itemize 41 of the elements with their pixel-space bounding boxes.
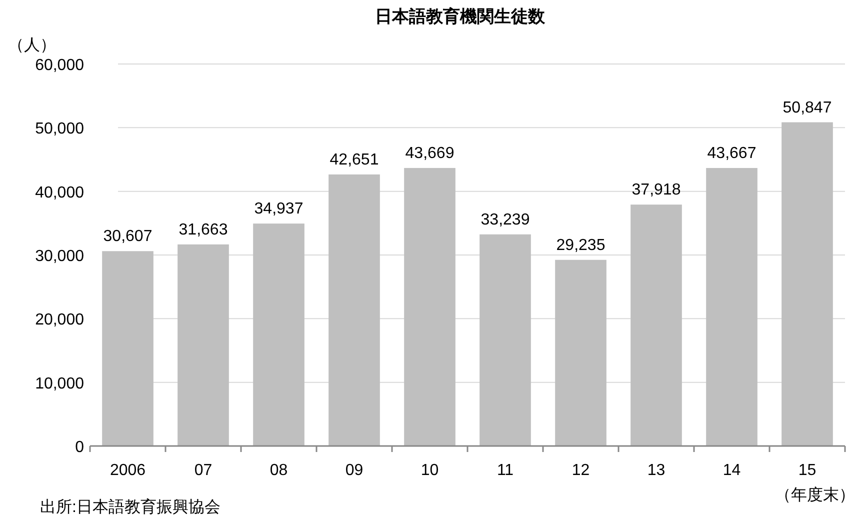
x-tick-label: 13 (647, 462, 666, 479)
bar (253, 224, 304, 446)
data-label: 37,918 (632, 182, 681, 199)
data-label: 43,667 (707, 144, 756, 162)
x-tick-label: 10 (420, 462, 439, 479)
data-label: 43,669 (405, 144, 454, 162)
y-tick-label: 60,000 (35, 57, 84, 74)
bar (782, 122, 833, 446)
bar (178, 244, 229, 446)
data-label: 34,937 (254, 200, 304, 218)
x-tick-label: 15 (798, 462, 816, 479)
bar (480, 234, 531, 446)
bar (630, 204, 682, 446)
bar (102, 251, 154, 446)
y-axis-title: （人） (8, 37, 56, 54)
x-tick-label: 09 (345, 462, 364, 479)
y-tick-label: 30,000 (35, 248, 84, 265)
bar (706, 168, 758, 446)
y-tick-label: 0 (75, 439, 84, 456)
data-label: 50,847 (782, 99, 832, 116)
bar (328, 174, 380, 446)
y-tick-label: 50,000 (35, 120, 84, 138)
x-tick-label: 07 (194, 462, 212, 479)
bar (555, 260, 606, 446)
data-label: 30,607 (103, 228, 152, 246)
data-label: 29,235 (556, 236, 606, 254)
data-label: 33,239 (480, 211, 530, 228)
data-label: 31,663 (178, 221, 228, 238)
x-tick-label: 08 (270, 462, 288, 479)
bar (404, 168, 456, 446)
y-tick-label: 20,000 (35, 312, 84, 329)
y-tick-label: 40,000 (35, 184, 84, 202)
x-tick-label: 11 (496, 462, 514, 479)
text: 出所:日本語教育振興協会 (40, 498, 220, 516)
data-label: 42,651 (330, 151, 379, 168)
text: （年度末） (775, 486, 855, 504)
x-tick-label: 14 (722, 462, 741, 479)
y-tick-label: 10,000 (35, 375, 84, 392)
x-tick-label: 2006 (110, 462, 146, 479)
chart-title: 日本語教育機関生徒数 (375, 6, 546, 26)
x-tick-label: 12 (572, 462, 590, 479)
